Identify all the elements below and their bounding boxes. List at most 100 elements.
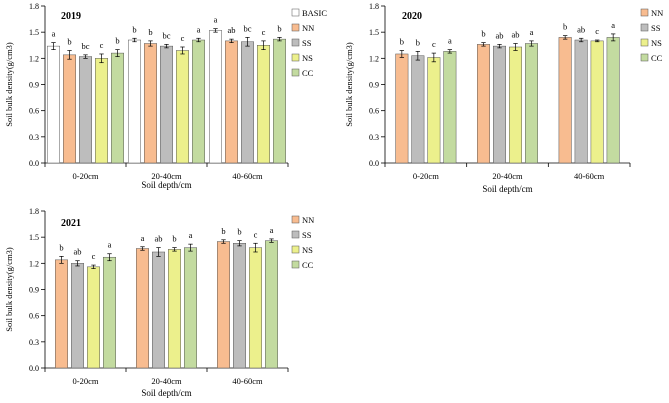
legend-label: NS bbox=[302, 53, 313, 63]
significance-letter: c bbox=[595, 26, 599, 36]
significance-letter: b bbox=[115, 36, 119, 46]
legend-label: CC bbox=[651, 53, 663, 63]
significance-letter: b bbox=[67, 36, 71, 46]
chart-title: 2019 bbox=[61, 11, 81, 22]
bar-NN-0-20cm bbox=[395, 53, 409, 164]
legend-label: SS bbox=[302, 38, 312, 48]
bar-BASIC-40-60cm bbox=[209, 30, 222, 164]
y-tick-label: 0.0 bbox=[369, 159, 379, 168]
y-tick-label: 1.5 bbox=[369, 28, 379, 37]
bar-SS-20-40cm bbox=[160, 45, 173, 164]
legend-label: NS bbox=[651, 38, 662, 48]
legend-label: NN bbox=[302, 23, 314, 33]
bar-NN-20-40cm bbox=[477, 44, 490, 164]
significance-letter: b bbox=[59, 242, 63, 252]
significance-letter: c bbox=[254, 229, 258, 239]
x-axis-label: Soil depth/cm bbox=[141, 180, 191, 190]
bar-BASIC-20-40cm bbox=[128, 39, 141, 164]
bar-CC-0-20cm bbox=[443, 51, 457, 164]
legend-swatch-CC bbox=[291, 260, 300, 269]
y-tick-label: 0.6 bbox=[369, 107, 379, 116]
legend-swatch-CC bbox=[640, 53, 649, 62]
significance-letter: a bbox=[611, 20, 615, 30]
y-tick-label: 0.3 bbox=[29, 338, 39, 347]
y-tick-label: 1.2 bbox=[29, 54, 39, 63]
significance-letter: a bbox=[214, 15, 218, 25]
bar-NN-0-20cm bbox=[63, 54, 76, 164]
legend-swatch-NS bbox=[640, 38, 649, 47]
y-tick-label: 0.9 bbox=[29, 286, 39, 295]
significance-letter: a bbox=[189, 230, 193, 240]
significance-letter: b bbox=[221, 226, 225, 236]
bar-SS-20-40cm bbox=[493, 45, 506, 164]
significance-letter: c bbox=[100, 40, 104, 50]
bar-NS-40-60cm bbox=[257, 45, 270, 164]
bar-SS-0-20cm bbox=[411, 55, 425, 164]
legend-swatch-SS bbox=[640, 23, 649, 32]
bar-SS-20-40cm bbox=[152, 251, 165, 369]
significance-letter: c bbox=[262, 27, 266, 37]
y-axis-label: Soil bulk density(g/cm3) bbox=[4, 42, 14, 127]
bar-CC-40-60cm bbox=[273, 38, 286, 164]
legend-label: NN bbox=[651, 8, 663, 18]
y-tick-label: 0.3 bbox=[29, 133, 39, 142]
bar-NN-0-20cm bbox=[55, 259, 68, 369]
bar-SS-0-20cm bbox=[79, 56, 92, 164]
bar-CC-0-20cm bbox=[103, 256, 116, 369]
y-tick-label: 0.6 bbox=[29, 312, 39, 321]
legend-label: NN bbox=[302, 215, 314, 225]
legend-label: SS bbox=[651, 23, 661, 33]
legend-swatch-BASIC bbox=[291, 8, 300, 17]
legend-label: BASIC bbox=[302, 8, 327, 18]
chart-title: 2021 bbox=[61, 218, 81, 229]
y-tick-label: 0.6 bbox=[29, 107, 39, 116]
significance-letter: b bbox=[237, 227, 241, 237]
significance-letter: ab bbox=[511, 30, 519, 40]
significance-letter: b bbox=[148, 27, 152, 37]
y-tick-label: 1.2 bbox=[29, 259, 39, 268]
bar-NS-0-20cm bbox=[87, 266, 100, 369]
y-tick-label: 0.0 bbox=[29, 364, 39, 373]
x-tick-label: 20-40cm bbox=[151, 171, 182, 181]
legend-label: CC bbox=[302, 68, 314, 78]
bar-SS-40-60cm bbox=[574, 39, 588, 164]
x-tick-label: 0-20cm bbox=[73, 171, 99, 181]
significance-letter: ab bbox=[577, 24, 585, 34]
bar-BASIC-0-20cm bbox=[47, 45, 60, 164]
significance-letter: a bbox=[270, 225, 274, 235]
bar-NS-40-60cm bbox=[590, 40, 604, 164]
significance-letter: b bbox=[132, 24, 136, 34]
x-tick-label: 40-60cm bbox=[574, 171, 605, 181]
bar-NN-40-60cm bbox=[225, 40, 238, 164]
significance-letter: b bbox=[416, 37, 420, 47]
significance-letter: a bbox=[52, 29, 56, 39]
significance-letter: b bbox=[277, 23, 281, 33]
legend-swatch-SS bbox=[291, 38, 300, 47]
legend-label: SS bbox=[302, 230, 312, 240]
bar-CC-40-60cm bbox=[265, 240, 278, 369]
legend-swatch-NS bbox=[291, 53, 300, 62]
x-tick-label: 0-20cm bbox=[413, 171, 439, 181]
bar-NS-0-20cm bbox=[427, 57, 441, 164]
bar-NS-20-40cm bbox=[176, 50, 189, 164]
y-tick-label: 1.5 bbox=[29, 28, 39, 37]
y-tick-label: 1.2 bbox=[369, 54, 379, 63]
bar-NN-20-40cm bbox=[144, 43, 157, 164]
y-tick-label: 1.8 bbox=[29, 2, 39, 11]
legend-label: NS bbox=[302, 245, 313, 255]
significance-letter: a bbox=[530, 27, 534, 37]
significance-letter: c bbox=[181, 33, 185, 43]
significance-letter: a bbox=[141, 233, 145, 243]
significance-letter: ab bbox=[73, 247, 81, 257]
legend-swatch-SS bbox=[291, 230, 300, 239]
legend-swatch-NS bbox=[291, 245, 300, 254]
y-tick-label: 0.3 bbox=[369, 133, 379, 142]
significance-letter: b bbox=[400, 36, 404, 46]
significance-letter: bc bbox=[243, 23, 251, 33]
legend-swatch-CC bbox=[291, 68, 300, 77]
y-axis-label: Soil bulk density(g/cm3) bbox=[4, 247, 14, 332]
x-tick-label: 40-60cm bbox=[232, 171, 263, 181]
significance-letter: a bbox=[448, 36, 452, 46]
